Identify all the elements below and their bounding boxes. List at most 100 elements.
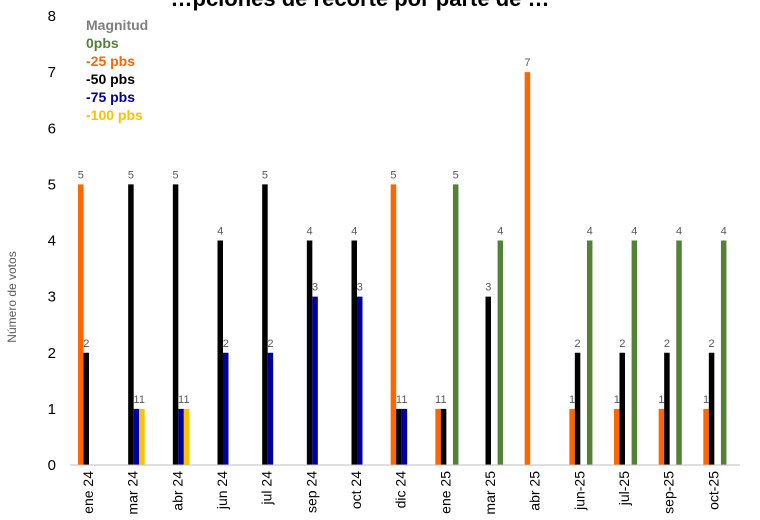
bar-data-label: 5 <box>390 169 396 181</box>
bar-data-label: 2 <box>83 338 89 350</box>
y-tick-label: 5 <box>48 176 56 193</box>
bar-data-label: 2 <box>709 338 715 350</box>
bar-25pbs-10 <box>524 72 531 465</box>
bar-data-label: 4 <box>676 226 682 238</box>
x-tick-label: jun-25 <box>571 471 587 511</box>
y-tick-label: 0 <box>48 457 56 474</box>
bar-50pbs-0 <box>83 352 89 465</box>
bar-75pbs-5 <box>312 296 318 465</box>
bar-50pbs-6 <box>351 240 357 465</box>
bar-50pbs-14 <box>708 352 715 465</box>
bar-25pbs-13 <box>658 408 665 465</box>
bar-data-label: 1 <box>401 394 407 406</box>
bar-data-label: 2 <box>267 338 273 350</box>
bar-50pbs-4 <box>262 184 268 465</box>
bar-25pbs-11 <box>569 408 575 465</box>
x-axis-ticks: ene 24 mar 24 abr 24 jun 24 jul 24 sep 24 oct … <box>80 471 721 515</box>
y-axis-ticks: 0 1 2 3 4 5 6 7 8 <box>48 8 56 474</box>
y-tick-label: 2 <box>48 345 56 362</box>
bar-data-label: 1 <box>133 394 139 406</box>
x-tick-label: mar 24 <box>125 471 141 515</box>
y-tick-label: 4 <box>48 233 56 250</box>
bar-0pbs-13 <box>676 240 682 465</box>
bar-data-label: 4 <box>351 226 357 238</box>
bar-data-label: 1 <box>139 394 145 406</box>
legend-entry: -50 pbs <box>86 71 135 87</box>
bar-data-label: 1 <box>614 394 620 406</box>
bar-data-label: 4 <box>721 226 727 238</box>
legend-entry: -25 pbs <box>86 53 135 69</box>
bar-data-label: 5 <box>453 169 459 181</box>
bar-75pbs-3 <box>223 352 229 465</box>
bar-50pbs-12 <box>619 352 625 465</box>
bar-data-label: 4 <box>307 226 313 238</box>
bar-0pbs-12 <box>631 240 638 465</box>
legend-entry: 0pbs <box>86 35 119 51</box>
x-tick-label: jul-25 <box>616 471 632 506</box>
bar-data-label: 5 <box>262 169 268 181</box>
bar-0pbs-9 <box>497 240 504 465</box>
legend: Magnitud 0pbs -25 pbs -50 pbs -75 pbs -100 pb… <box>86 17 148 123</box>
bar-25pbs-8 <box>435 408 441 465</box>
bar-25pbs-7 <box>390 184 397 465</box>
x-tick-label: sep 24 <box>303 471 319 513</box>
bar-50pbs-2 <box>172 184 179 465</box>
bar-50pbs-9 <box>485 296 491 465</box>
bar-data-label: 1 <box>703 394 709 406</box>
bar-50pbs-1 <box>128 184 134 465</box>
bar-100pbs-2 <box>183 408 190 465</box>
x-tick-label: jun 24 <box>214 471 230 510</box>
x-tick-label: oct-25 <box>705 471 721 510</box>
bars <box>78 72 727 465</box>
bar-0pbs-11 <box>586 240 593 465</box>
x-tick-label: ene 24 <box>80 471 96 514</box>
bar-data-label: 1 <box>396 394 402 406</box>
bar-data-label: 2 <box>575 338 581 350</box>
bar-data-label: 1 <box>569 394 575 406</box>
x-tick-label: abr 24 <box>169 471 185 511</box>
bar-25pbs-0 <box>78 184 84 465</box>
chart-title: …pciones de recorte por parte de … <box>171 0 550 11</box>
bar-data-label: 1 <box>184 394 190 406</box>
bar-50pbs-13 <box>664 352 670 465</box>
bar-0pbs-8 <box>452 184 459 465</box>
bar-data-label: 2 <box>619 338 625 350</box>
y-tick-label: 1 <box>48 401 56 418</box>
legend-entry: -75 pbs <box>86 89 135 105</box>
bar-data-label: 4 <box>217 226 223 238</box>
bar-data-label: 5 <box>128 169 134 181</box>
legend-title: Magnitud <box>86 17 148 33</box>
x-tick-label: mar 25 <box>482 471 498 515</box>
bar-75pbs-2 <box>178 408 184 465</box>
bar-data-label: 1 <box>441 394 447 406</box>
bar-75pbs-4 <box>267 352 274 465</box>
bar-data-label: 1 <box>178 394 184 406</box>
y-tick-label: 3 <box>48 289 56 306</box>
bar-0pbs-14 <box>720 240 727 465</box>
bar-25pbs-14 <box>703 408 709 465</box>
bar-50pbs-5 <box>306 240 313 465</box>
x-tick-label: jul 24 <box>259 471 275 506</box>
bar-75pbs-7 <box>401 408 408 465</box>
y-axis-label: Número de votos <box>5 251 19 342</box>
bar-data-label: 7 <box>524 57 530 69</box>
y-tick-label: 8 <box>48 8 56 25</box>
bar-data-label: 2 <box>664 338 670 350</box>
bar-data-label: 3 <box>312 282 318 294</box>
bar-25pbs-12 <box>614 408 620 465</box>
bar-data-label: 1 <box>658 394 664 406</box>
bar-75pbs-1 <box>133 408 140 465</box>
x-tick-label: abr 25 <box>527 471 543 511</box>
bar-50pbs-8 <box>440 408 447 465</box>
bar-data-label: 3 <box>485 282 491 294</box>
bar-data-label: 3 <box>357 282 363 294</box>
bar-data-label: 1 <box>435 394 441 406</box>
x-tick-label: oct 24 <box>348 471 364 509</box>
bar-data-label: 5 <box>173 169 179 181</box>
y-tick-label: 7 <box>48 64 56 81</box>
bar-50pbs-3 <box>217 240 223 465</box>
x-tick-label: dic 24 <box>393 471 409 509</box>
